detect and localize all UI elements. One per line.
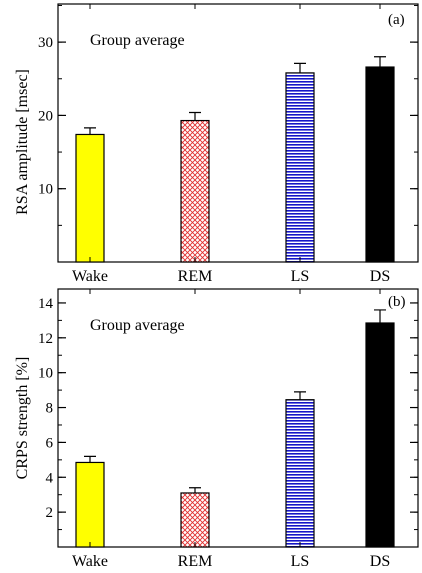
panel-a-label: (a) bbox=[388, 12, 405, 28]
panel-b-category-label-rem: REM bbox=[178, 553, 213, 570]
panel-b-bar-rem bbox=[180, 492, 210, 548]
panel-b-label: (b) bbox=[388, 294, 406, 310]
panel-a-error-bar-ls bbox=[294, 62, 306, 73]
panel-b-error-bar-rem bbox=[189, 487, 201, 493]
panel-a-bar-ds bbox=[365, 66, 395, 263]
panel-b-category-labels: Wake REM LS DS bbox=[72, 553, 390, 570]
panel-a-error-bars bbox=[84, 56, 386, 135]
panel-a-bars bbox=[75, 66, 395, 263]
panel-b-annotation: Group average bbox=[90, 317, 185, 334]
panel-b-y-tick-label: 14 bbox=[38, 296, 54, 312]
panel-b-frame bbox=[57, 288, 419, 548]
panel-a-category-label-rem: REM bbox=[178, 268, 213, 285]
panel-a-bar-rem bbox=[180, 119, 210, 263]
panel-a-annotation: Group average bbox=[90, 32, 185, 49]
panel-b-bar-ls bbox=[285, 399, 315, 548]
panel-b-y-tick-label: 8 bbox=[46, 401, 54, 417]
panel-b-error-bars bbox=[84, 309, 386, 493]
panel-b-y-axis-title: CRPS strength [%] bbox=[14, 357, 31, 480]
panel-a-bar-ls bbox=[285, 72, 315, 263]
panel-b-category-label-wake: Wake bbox=[72, 553, 108, 570]
panel-b-y-ticks: 2 4 6 8 10 12 14 bbox=[38, 296, 418, 531]
panel-a-y-axis-title: RSA amplitude [msec] bbox=[14, 69, 31, 215]
panel-b-bar-ds bbox=[365, 322, 395, 548]
panel-a-frame bbox=[57, 3, 419, 263]
panel-b-y-tick-label: 6 bbox=[46, 435, 54, 451]
panel-b-y-tick-label: 4 bbox=[46, 470, 54, 486]
panel-b-error-bar-wake bbox=[84, 455, 96, 463]
panel-b-bars bbox=[75, 322, 395, 548]
panel-b-x-ticks bbox=[89, 289, 381, 547]
panel-b-y-tick-label: 10 bbox=[38, 366, 53, 382]
panel-a-x-ticks bbox=[89, 4, 381, 262]
panel-a-y-tick-label: 10 bbox=[38, 182, 53, 198]
panel-b-error-bar-ls bbox=[294, 391, 306, 400]
panel-a-bar-wake bbox=[75, 133, 105, 263]
panel-a-y-ticks: 10 20 30 bbox=[38, 4, 418, 226]
panel-a-y-tick-label: 30 bbox=[38, 35, 53, 51]
panel-b-error-bar-ds bbox=[374, 309, 386, 323]
panel-b-y-tick-label: 2 bbox=[46, 505, 54, 521]
panel-b-category-label-ls: LS bbox=[291, 553, 310, 570]
panel-a: 10 20 30 Group average (a) RSA amplitude [… bbox=[14, 3, 419, 285]
panel-a-category-label-ds: DS bbox=[370, 268, 390, 285]
panel-a-error-bar-wake bbox=[84, 127, 96, 135]
panel-b: 2 4 6 8 10 12 14 Group average (b) CRPS streng… bbox=[14, 288, 419, 570]
panel-a-category-labels: Wake REM LS DS bbox=[72, 268, 390, 285]
panel-b-bar-wake bbox=[75, 461, 105, 548]
panel-a-category-label-wake: Wake bbox=[72, 268, 108, 285]
panel-b-category-label-ds: DS bbox=[370, 553, 390, 570]
panel-a-y-tick-label: 20 bbox=[38, 108, 53, 124]
panel-a-error-bar-ds bbox=[374, 56, 386, 68]
panel-b-y-tick-label: 12 bbox=[38, 331, 53, 347]
panel-a-error-bar-rem bbox=[189, 111, 201, 121]
panel-a-category-label-ls: LS bbox=[291, 268, 310, 285]
